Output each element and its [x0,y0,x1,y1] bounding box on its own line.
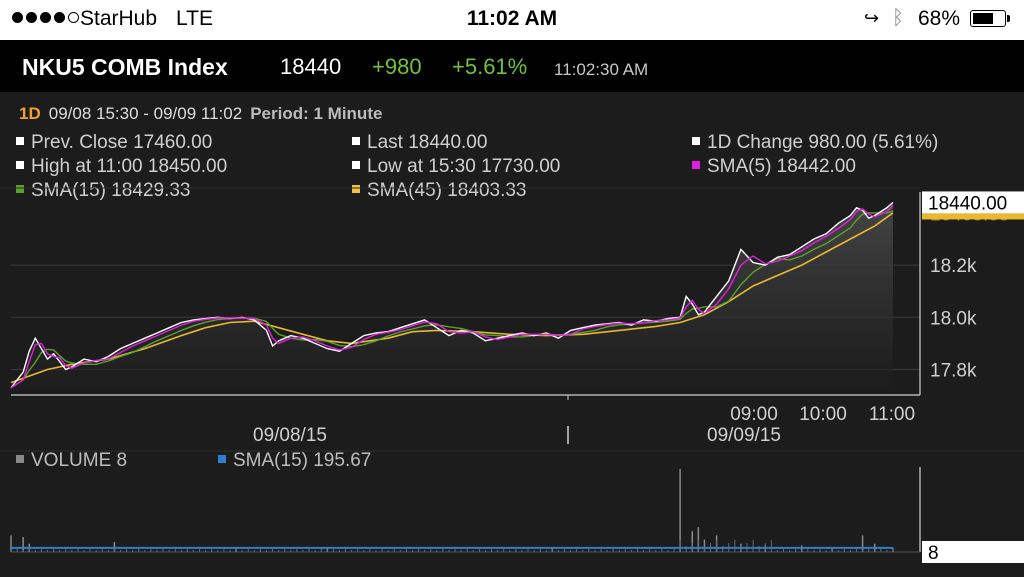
legend-low: Low at 15:30 17730.00 [352,156,560,178]
legend-swatch [692,160,700,169]
carrier-name: StarHub [80,7,158,30]
last-price-tag-bg [922,191,1024,214]
y-tick-label: 18.0k [930,308,977,329]
sma5-line [10,204,894,389]
legend-swatch [352,160,360,169]
y-tick-label: 17.8k [930,361,977,382]
x-time-label: 10:00 [799,404,847,425]
range-line: 1D 09/08 15:30 - 09/09 11:02 Period: 1 Min… [19,104,382,124]
sma45-line [10,212,894,384]
legend-swatch [692,136,700,145]
battery-percentage: 68% [918,7,961,30]
date-range: 09/08 15:30 - 09/09 11:02 [48,104,243,123]
bluetooth-icon: ᛒ [892,7,904,29]
quote-header[interactable]: NKU5 COMB Index 18440 +980 +5.61% 11:02:… [0,40,1024,92]
y-tick-label: 18.2k [930,256,977,277]
last-price-tag: 18440.00 [928,193,1007,214]
price-volume-chart[interactable]: 18.2k18.0k17.8k18403.3318440.0009:0010:0… [0,92,1024,577]
legend-sma5: SMA(5) 18442.00 [692,156,856,178]
timeframe-button[interactable]: 1D [19,104,41,123]
legend-swatch [218,454,226,463]
ticker-name: NKU5 COMB Index [22,54,228,80]
legend-sma15: SMA(15) 18429.33 [16,180,191,202]
legend-swatch [16,454,24,463]
call-forwarding-icon: ↪ [864,8,880,28]
x-time-label: 11:00 [869,404,915,425]
signal-strength-icon [12,12,79,23]
legend-swatch [16,136,24,145]
net-change: +980 [372,54,422,79]
last-volume-tag: 8 [928,543,939,564]
legend-volume-sma15: SMA(15) 195.67 [218,450,371,472]
chart-panel[interactable]: 1D 09/08 15:30 - 09/09 11:02 Period: 1 Min… [0,92,1024,577]
legend-swatch [352,136,360,145]
period-label: Period: 1 Minute [250,104,383,123]
legend-swatch [16,184,24,193]
sma45-tag-strip [922,213,1024,220]
legend-high: High at 11:00 18450.00 [16,156,227,178]
legend-prev-close: Prev. Close 17460.00 [16,132,212,154]
status-bar: StarHub LTE 11:02 AM ↪ ᛒ 68% [0,0,1024,40]
legend-sma45: SMA(45) 18403.33 [352,180,527,202]
last-volume-tag-bg [922,541,1024,563]
clock: 11:02 AM [466,7,558,30]
legend-last: Last 18440.00 [352,132,487,154]
legend-1d-change: 1D Change 980.00 (5.61%) [692,132,938,154]
price-area [11,202,893,393]
legend-swatch [16,160,24,169]
battery-icon [970,10,1010,27]
last-price: 18440 [280,54,342,79]
quote-timestamp: 11:02:30 AM [554,60,649,79]
network-type: LTE [176,7,213,30]
percent-change: +5.61% [452,54,528,79]
legend-swatch [352,184,360,193]
legend-volume: VOLUME 8 [16,450,127,472]
x-date-label: 09/08/15 [253,425,327,446]
sma15-line [10,210,894,389]
x-date-label: 09/09/15 [707,425,781,446]
price-line [10,201,894,389]
x-time-label: 09:00 [730,404,778,425]
